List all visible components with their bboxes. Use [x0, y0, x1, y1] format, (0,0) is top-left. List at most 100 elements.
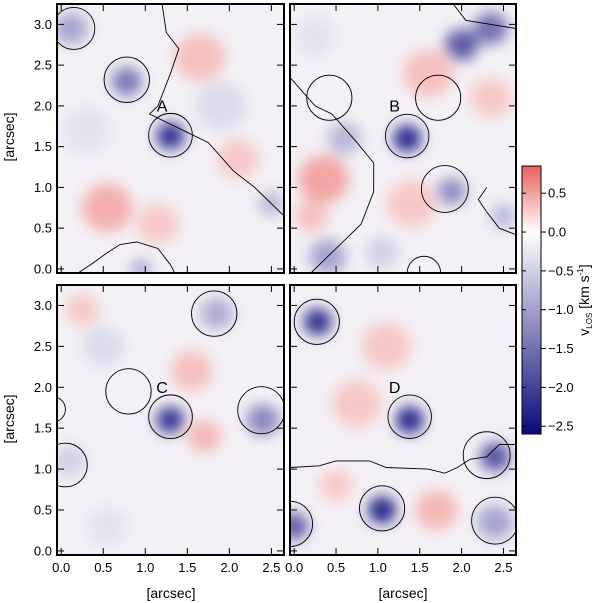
y-tick-label: 0.5 — [34, 221, 52, 236]
velocity-blob — [82, 326, 125, 367]
velocity-field — [290, 308, 514, 540]
velocity-blob — [294, 16, 337, 57]
velocity-blob — [65, 293, 100, 326]
velocity-blob — [187, 420, 221, 453]
y-axis-label-bottom: [arcsec] — [1, 394, 17, 443]
x-tick-label: 2.0 — [453, 560, 471, 575]
x-tick-label: 0.0 — [52, 560, 70, 575]
velocity-blob — [86, 506, 129, 547]
panel-a: 0.0 0.5 1.0 1.5 2.0 2.5 3.0 A — [34, 3, 285, 276]
velocity-blob — [303, 308, 332, 336]
feature-circle — [57, 442, 88, 488]
colorbar: 0.5 0.0 −0.5 −1.0 −1.5 −2.0 −2.5 vLOS [km s-1] — [521, 165, 594, 435]
feature-circle — [384, 113, 430, 159]
velocity-blob — [216, 138, 259, 179]
velocity-blob — [415, 490, 458, 530]
y-tick-label: 0.0 — [34, 261, 52, 276]
feature-circle — [387, 394, 432, 439]
panel-label-d: D — [389, 380, 401, 397]
y-tick-label: 2.5 — [34, 339, 52, 354]
colorbar-tick-label: −0.5 — [548, 263, 574, 278]
colorbar-tick-label: −2.0 — [548, 380, 574, 395]
panel-b: B — [289, 3, 517, 274]
velocity-blob — [386, 179, 437, 228]
panels: 0.0 0.5 1.0 1.5 2.0 2.5 3.0 A B 0.0 0.5 1.0 1.5 2.0 2.… — [34, 3, 517, 575]
contour-line — [77, 241, 176, 273]
velocity-blob — [156, 122, 185, 150]
velocity-blob — [130, 259, 152, 273]
velocity-blob — [170, 350, 213, 391]
panel-c: 0.0 0.5 1.0 1.5 2.0 2.5 3.0 0.0 0.5 1.0 1.5 2.0 2.5 C — [34, 284, 285, 575]
velocity-blob — [474, 12, 508, 45]
feature-circle — [293, 298, 340, 345]
feature-circle — [359, 485, 406, 532]
x-tick-label: 1.5 — [411, 560, 429, 575]
y-tick-label: 1.0 — [34, 462, 52, 477]
feature-circle — [471, 496, 516, 545]
x-axis-label-right: [arcsec] — [378, 585, 427, 601]
velocity-blob — [395, 406, 424, 434]
velocity-blob — [294, 200, 328, 232]
colorbar-tick-label: −1.0 — [548, 302, 574, 317]
colorbar-label: vLOS [km s-1] — [576, 264, 594, 335]
x-tick-label: 0.0 — [285, 560, 303, 575]
velocity-blob — [195, 81, 247, 130]
panel-label-c: C — [156, 380, 168, 397]
feature-circle — [420, 165, 469, 213]
colorbar-tick-label: −1.5 — [548, 341, 574, 356]
feature-circle — [306, 74, 353, 121]
x-axis-label-left: [arcsec] — [146, 585, 195, 601]
contour-line — [290, 77, 375, 273]
colorbar-ticks: 0.5 0.0 −0.5 −1.0 −1.5 −2.0 −2.5 — [522, 186, 574, 434]
y-tick-label: 0.5 — [34, 503, 52, 518]
x-tick-label: 2.5 — [262, 560, 280, 575]
velocity-blob — [319, 469, 353, 502]
velocity-field — [57, 12, 284, 273]
y-tick-label: 0.0 — [34, 543, 52, 558]
velocity-blob — [246, 404, 280, 436]
y-tick-label: 1.5 — [34, 421, 52, 436]
velocity-blob — [57, 444, 87, 477]
velocity-blob — [174, 33, 226, 81]
velocity-blob — [331, 379, 383, 428]
panel-label-b: B — [389, 99, 400, 116]
feature-circle — [290, 500, 314, 547]
y-tick-label: 2.5 — [34, 58, 52, 73]
y-tick-label: 3.0 — [34, 298, 52, 313]
velocity-blob — [156, 406, 185, 434]
feature-circle — [103, 56, 150, 103]
panel-frame — [289, 3, 517, 274]
velocity-blob — [480, 442, 511, 472]
x-tick-label: 1.0 — [136, 560, 154, 575]
velocity-blob — [57, 12, 89, 45]
contour-line — [148, 4, 284, 217]
feature-circle — [415, 74, 462, 121]
colorbar-tick-label: 0.0 — [548, 225, 566, 240]
y-tick-label: 2.0 — [34, 380, 52, 395]
feature-circle — [148, 394, 193, 440]
y-tick-label: 2.0 — [34, 98, 52, 113]
colorbar-tick-label: 0.5 — [548, 186, 566, 201]
y-axis-label-top: [arcsec] — [1, 112, 17, 161]
velocity-blob — [199, 297, 234, 330]
velocity-blob — [490, 204, 516, 228]
velocity-blob — [290, 512, 309, 540]
velocity-blob — [361, 322, 412, 371]
x-tick-label: 1.5 — [178, 560, 196, 575]
velocity-blob — [476, 504, 514, 540]
velocity-field — [57, 293, 280, 547]
colorbar-tick-label: −2.5 — [548, 419, 574, 434]
feature-circle — [237, 386, 284, 435]
velocity-blob — [392, 124, 422, 153]
feature-circle — [57, 6, 96, 50]
feature-circle — [462, 431, 511, 480]
contour-line — [290, 444, 516, 474]
feature-circle — [148, 112, 193, 158]
panel-label-a: A — [157, 99, 168, 116]
panel-frame — [56, 284, 285, 556]
velocity-blob — [111, 67, 142, 96]
velocity-blob — [327, 122, 362, 155]
contour-line — [477, 187, 516, 236]
x-tick-label: 2.0 — [220, 560, 238, 575]
